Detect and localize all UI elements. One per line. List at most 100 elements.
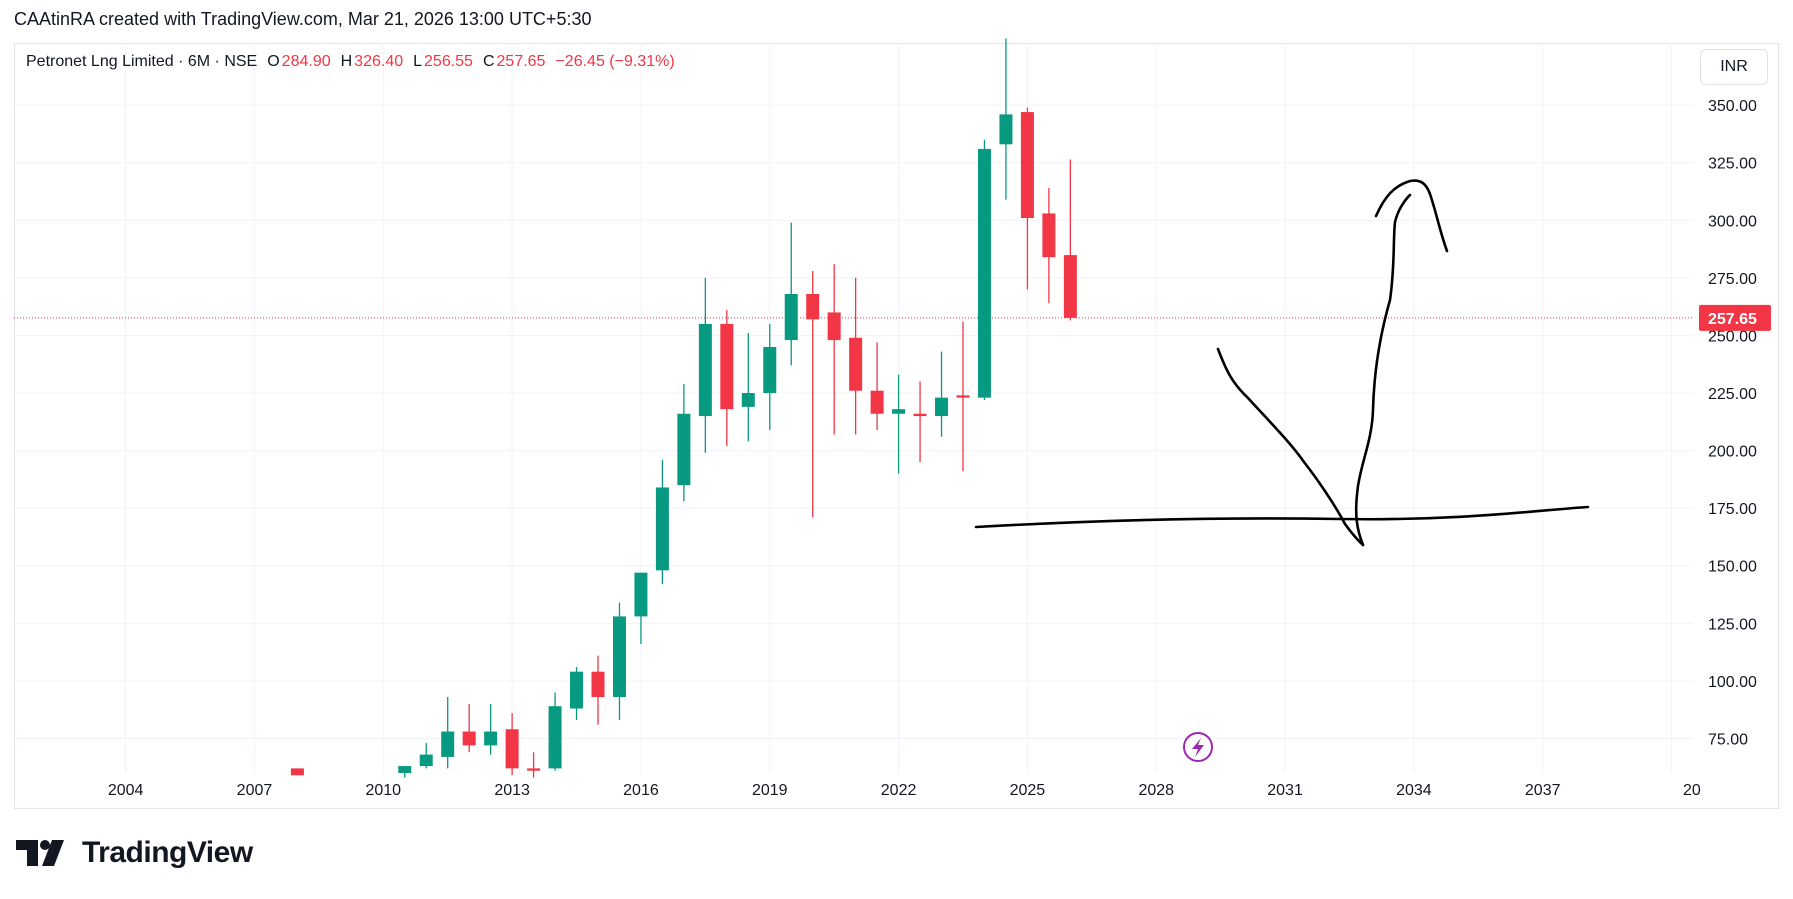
open-label: O <box>267 53 280 70</box>
close-label: C <box>482 53 495 70</box>
candle-down <box>849 277 863 435</box>
candle-down <box>527 752 541 778</box>
x-tick-label: 2034 <box>1396 782 1432 799</box>
chart-caption: CAAtinRA created with TradingView.com, M… <box>14 9 592 29</box>
brand: TradingView <box>16 836 253 870</box>
candle-down <box>591 655 605 725</box>
candle-up <box>612 602 626 721</box>
projection-up-drawing <box>1354 193 1412 547</box>
candle-body <box>827 312 841 341</box>
candle-body <box>612 616 626 698</box>
candle-down <box>913 381 927 463</box>
candle-body <box>591 671 605 698</box>
x-tick-label: 2013 <box>494 782 530 799</box>
candle-up <box>935 351 949 437</box>
candle-down <box>827 264 841 435</box>
y-tick-label: 150.00 <box>1708 559 1757 576</box>
candle-up <box>741 333 755 442</box>
symbol-legend: Petronet Lng Limited · 6M · NSE O 284.90… <box>26 53 683 71</box>
y-tick-label: 225.00 <box>1708 386 1757 403</box>
x-tick-label: 2004 <box>108 782 144 799</box>
candle-body <box>977 148 991 398</box>
candle-body <box>913 413 927 417</box>
y-tick-label: 325.00 <box>1708 156 1757 173</box>
candle-down <box>870 342 884 430</box>
candle-body <box>870 390 884 414</box>
candle-body <box>956 395 970 398</box>
currency-button[interactable]: INR <box>1700 49 1768 85</box>
candle-down <box>290 768 304 776</box>
candle-down <box>806 270 820 518</box>
y-tick-label: 250.00 <box>1708 328 1757 345</box>
time-axis: 2004 2007 2010 2013 2016 2019 2022 2025 2028 2031… <box>108 782 1701 799</box>
candle-body <box>634 572 648 617</box>
x-tick-label: 2022 <box>881 782 917 799</box>
candle-body <box>677 413 691 486</box>
y-tick-label: 75.00 <box>1708 731 1748 748</box>
candle-body <box>849 337 863 391</box>
tradingview-logo-icon <box>16 840 64 866</box>
candle-down <box>720 310 734 446</box>
close-value: 257.65 <box>496 53 546 70</box>
candle-body <box>698 323 712 417</box>
support-line-drawing <box>974 505 1590 529</box>
x-tick-label: 20 <box>1683 782 1701 799</box>
candle-up <box>977 139 991 400</box>
candle-up <box>570 667 584 721</box>
projection-down-drawing <box>1216 347 1365 547</box>
candle-body <box>441 731 455 757</box>
candle-body <box>655 487 669 571</box>
candle-body <box>763 346 777 394</box>
candle-up <box>484 703 498 755</box>
candle-up <box>655 459 669 585</box>
y-tick-label: 175.00 <box>1708 501 1757 518</box>
projection-peak-drawing <box>1374 179 1449 253</box>
candle-body <box>720 323 734 410</box>
candle-down <box>956 321 970 472</box>
candle-body <box>484 731 498 746</box>
candle-body <box>1042 213 1056 258</box>
candle-up <box>784 222 798 366</box>
candle-down <box>462 703 476 753</box>
candle-body <box>1020 112 1034 219</box>
candle-up <box>419 743 433 769</box>
candle-body <box>999 114 1013 145</box>
chart-frame <box>14 43 1779 809</box>
candle-body <box>741 393 755 407</box>
user-drawings <box>974 179 1590 547</box>
candle-body <box>505 729 519 769</box>
candle-up <box>892 374 906 474</box>
x-tick-label: 2010 <box>365 782 401 799</box>
candle-down <box>1042 188 1056 304</box>
candle-up <box>398 766 412 778</box>
candle-body <box>570 671 584 709</box>
x-tick-label: 2037 <box>1525 782 1561 799</box>
candle-up <box>548 692 562 771</box>
lightning-icon[interactable] <box>1183 732 1213 762</box>
last-price-label: 257.65 <box>1708 311 1757 328</box>
candle-body <box>527 768 541 771</box>
candle-down <box>1020 107 1034 290</box>
low-value: 256.55 <box>424 53 473 70</box>
candle-body <box>1063 255 1077 318</box>
x-tick-label: 2028 <box>1138 782 1174 799</box>
symbol-title[interactable]: Petronet Lng Limited · 6M · NSE <box>26 53 258 70</box>
candle-up <box>677 383 691 502</box>
x-tick-label: 2016 <box>623 782 659 799</box>
x-tick-label: 2019 <box>752 782 788 799</box>
high-label: H <box>340 53 353 70</box>
low-label: L <box>413 53 423 70</box>
y-tick-label: 200.00 <box>1708 444 1757 461</box>
brand-name: TradingView <box>82 836 253 869</box>
candle-body <box>784 294 798 341</box>
candle-body <box>419 754 433 767</box>
candles <box>290 38 1077 778</box>
x-tick-label: 2007 <box>237 782 273 799</box>
candle-up <box>441 697 455 769</box>
candle-body <box>462 731 476 746</box>
y-tick-label: 100.00 <box>1708 674 1757 691</box>
y-tick-label: 350.00 <box>1708 98 1757 115</box>
grid <box>14 43 1693 773</box>
candle-body <box>548 706 562 769</box>
